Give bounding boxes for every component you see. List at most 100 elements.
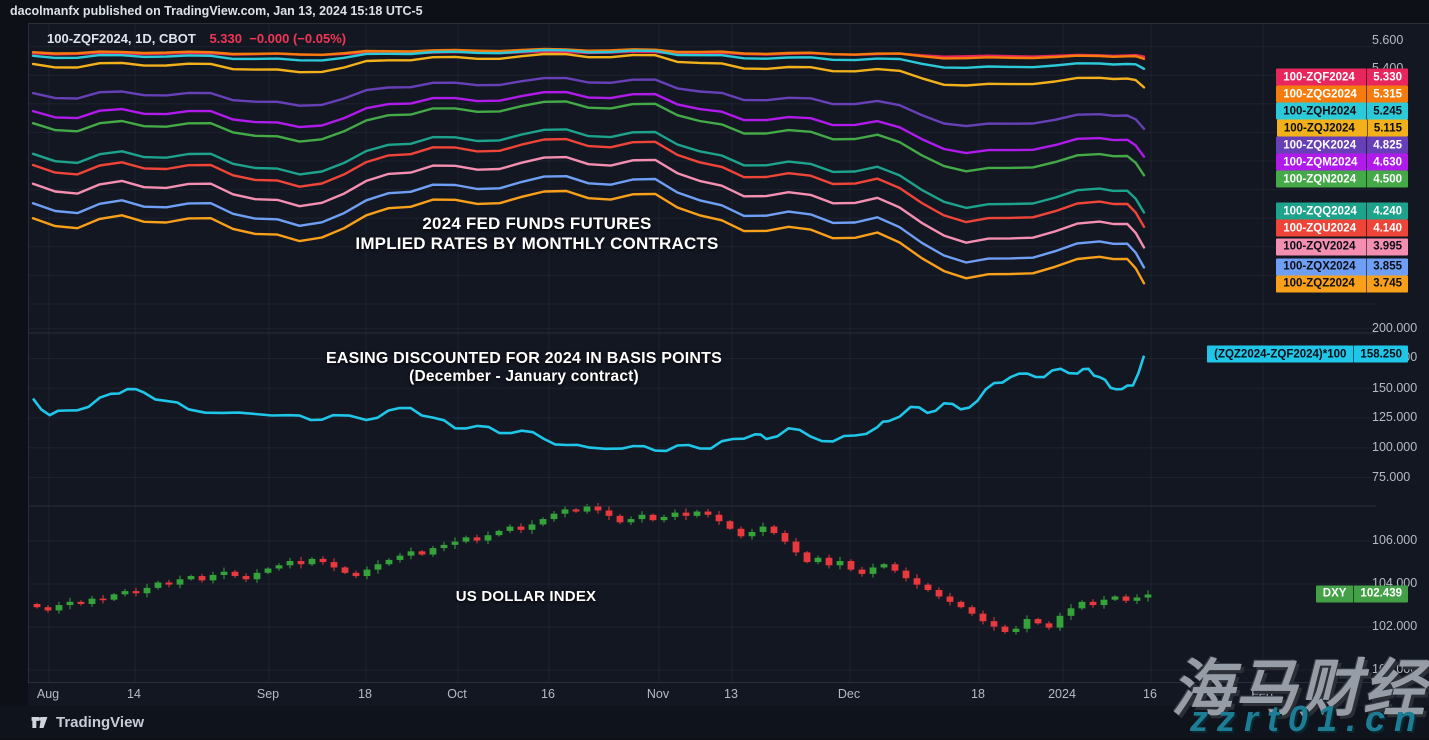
price-tick-5.600: 5.600 [1372,33,1404,47]
time-axis[interactable] [28,682,1429,706]
flag-value: 102.439 [1353,585,1408,603]
candle-body [968,607,976,614]
tradingview-brand-text: TradingView [56,714,145,731]
legend-symbol[interactable]: 100-ZQF2024, 1D, CBOT [47,31,196,46]
series-line-100-ZQZ2024 [31,189,1146,285]
candle-body [132,591,140,594]
candle-body [616,515,624,523]
chart-area[interactable]: 100-ZQF2024, 1D, CBOT 5.330 −0.000 (−0.0… [28,23,1429,707]
flag-name: 100-ZQN2024 [1283,173,1357,185]
candle-body [1001,626,1009,632]
flag-name: 100-ZQX2024 [1283,260,1356,273]
price-tick-100.000: 100.000 [1372,440,1418,454]
candle-body [781,533,789,542]
candle-body [1045,623,1053,628]
candle-body [913,578,921,585]
flag-value: 4.240 [1366,202,1408,220]
candle-body [220,571,228,575]
candle-body [1078,601,1086,609]
flag-name: DXY [1322,587,1347,600]
chart-canvas[interactable] [29,24,1429,707]
candle-body [55,605,63,611]
candle-body [704,511,712,515]
time-tick-14: 14 [127,687,141,701]
candle-body [473,537,481,541]
flag-100-ZQN2024: 100-ZQN2024 4.500 [1276,170,1408,188]
price-tick-102.000: 102.000 [1372,619,1418,633]
watermark-site: zzrt01.cn [1189,698,1425,739]
candle-body [440,544,448,549]
candle-body [1111,596,1119,600]
series-line-100-ZQK2024 [31,76,1146,131]
price-tick-106.000: 106.000 [1372,533,1418,547]
candle-body [770,526,778,534]
candle-body [176,579,184,585]
flag-value: 5.115 [1366,119,1408,137]
legend[interactable]: 100-ZQF2024, 1D, CBOT 5.330 −0.000 (−0.0… [47,31,346,46]
candle-body [682,512,690,516]
candle-body [209,574,217,581]
candle-body [374,564,382,570]
flag-name: 100-ZQU2024 [1283,222,1357,235]
candle-body [550,513,558,520]
pane1-annotation: 2024 FED FUNDS FUTURES IMPLIED RATES BY … [355,214,719,253]
series-line-100-ZQM2024 [31,90,1146,158]
candle-body [264,568,272,573]
tradingview-brand[interactable]: TradingView [30,713,144,732]
candle-body [528,524,536,530]
tradingview-logo-icon [31,716,48,729]
candle-body [363,569,371,577]
flag-name: (ZQZ2024-ZQF2024)*100 [1214,348,1347,361]
time-tick-13: 13 [724,687,738,701]
time-tick-16: 16 [541,687,555,701]
flag-100-ZQF2024: 100-ZQF2024 5.330 [1276,68,1408,86]
flag-value: 3.995 [1366,238,1408,255]
publisher-text: dacolmanfx published on TradingView.com,… [10,4,423,18]
candle-body [231,571,239,577]
series-line-100-ZQG2024 [31,47,1146,60]
candle-body [924,584,932,591]
candle-body [957,601,965,608]
time-tick-Oct: Oct [447,687,467,701]
publisher-bar: dacolmanfx published on TradingView.com,… [0,0,1429,23]
candle-body [1100,599,1108,606]
candle-body [902,570,910,579]
time-tick-Sep: Sep [256,687,280,701]
candle-body [484,535,492,541]
time-tick-Feb: Feb [1251,687,1273,701]
series-line-100-ZQQ2024 [31,128,1146,214]
candle-body [726,521,734,529]
flag-100-ZQZ2024: 100-ZQZ2024 3.745 [1276,275,1408,293]
flag-name: 100-ZQG2024 [1283,88,1357,100]
candle-body [561,509,569,514]
price-tick-125.000: 125.000 [1372,410,1418,424]
time-tick-Nov: Nov [646,687,670,701]
candle-body [165,582,173,585]
flag-name: 100-ZQZ2024 [1283,277,1355,290]
candle-body [847,561,855,570]
candle-body [418,551,426,555]
time-tick-18: 18 [971,687,985,701]
flag-name: 100-ZQF2024 [1283,71,1355,83]
flag-value: 4.500 [1366,170,1408,188]
series-line-100-ZQN2024 [31,100,1146,177]
candle-body [187,576,195,580]
candle-body [33,604,41,608]
time-tick-Dec: Dec [837,687,861,701]
legend-price: 5.330 −0.000 (−0.05%) [209,31,347,46]
candle-body [495,530,503,536]
flag-value: 4.825 [1366,136,1408,154]
candle-body [869,567,877,574]
flag-value: 5.245 [1366,102,1408,120]
candle-body [638,514,646,520]
flag-DXY: DXY 102.439 [1315,585,1408,603]
flag-value: 4.140 [1366,219,1408,237]
candle-body [693,511,701,516]
candle-body [451,541,459,545]
candle-body [385,559,393,565]
flag-100-ZQU2024: 100-ZQU2024 4.140 [1276,219,1408,237]
candle-body [308,558,316,565]
candle-body [517,526,525,530]
candle-body [88,598,96,604]
